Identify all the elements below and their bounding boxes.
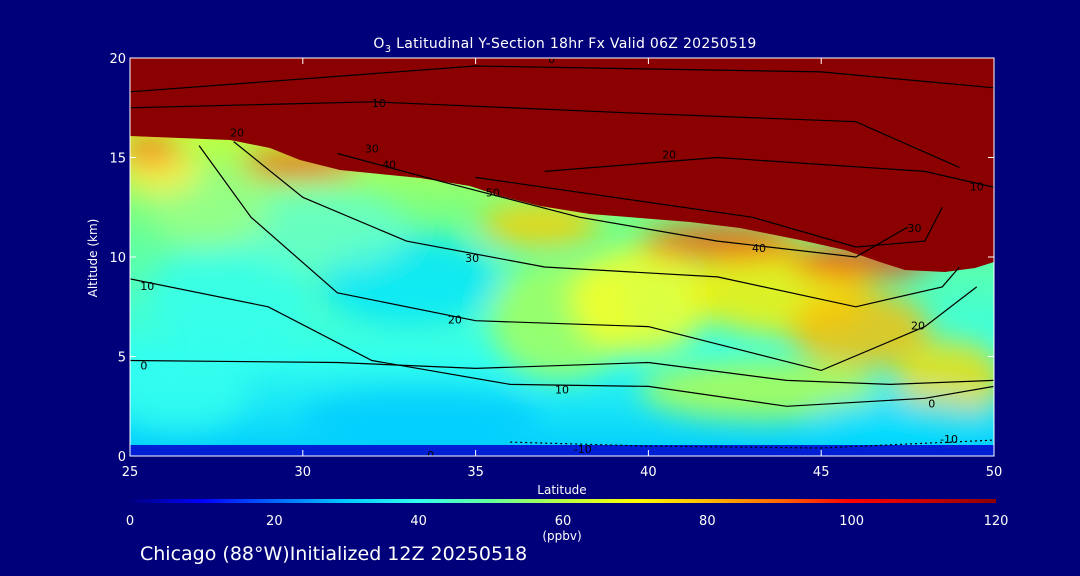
colorbar-unit: (ppbv) [542,529,581,543]
contour-label: -10 [574,443,592,456]
contour-label: -10 [940,433,958,446]
contour-label: 30 [365,143,379,156]
contour-label: 10 [555,383,569,396]
contour-line-10 [130,278,994,407]
contour-label: 0 [427,449,434,462]
field-blob [810,400,990,440]
chart-title: O3 Latitudinal Y-Section 18hr Fx Valid 0… [0,36,1080,55]
concentration-field [130,136,994,450]
contour-label: 40 [752,242,766,255]
field-blob [130,350,250,430]
contour-label: 50 [486,186,500,199]
stratospheric-high-region [130,58,994,272]
contour-line-0 [130,65,994,93]
field-blob [300,390,540,450]
field-blob [640,225,800,261]
contour-line-10 [130,101,960,168]
y-axis-label: Altitude (km) [86,219,100,298]
title-species-subscript: 3 [384,43,392,55]
y-tick-label: 15 [109,152,126,167]
x-tick-label: 40 [640,465,657,480]
colorbar-tick-label: 20 [266,514,283,529]
colorbar-tick-label: 0 [126,514,134,529]
y-tick-label: 10 [109,251,126,266]
contour-label: 10 [372,97,386,110]
contour-lines [130,65,994,449]
contour-label: 0 [548,53,555,66]
colorbar-tick-label: 120 [984,514,1009,529]
contour-label: 30 [908,222,922,235]
y-tick-label: 20 [109,52,126,67]
field-blob [895,340,994,420]
y-axis: 0 5 10 15 20 [109,52,994,465]
contour-label: 10 [140,280,154,293]
contour-label: 0 [928,397,935,410]
contour-label: 30 [465,252,479,265]
field-blob [570,245,710,355]
y-tick-label: 0 [118,450,126,465]
x-tick-label: 50 [986,465,1003,480]
contour-line-50 [475,176,943,248]
contour-label: 20 [448,314,462,327]
contour-line-20 [544,156,994,188]
colorbar-tick-label: 100 [839,514,864,529]
x-tick-label: 30 [295,465,312,480]
colorbar-tick-label: 80 [699,514,716,529]
field-blob [150,240,310,360]
contour-label: 40 [382,158,396,171]
contour-line-0 [130,359,994,386]
contour-line-40 [337,152,908,258]
contour-label: 20 [911,320,925,333]
x-tick-label: 35 [467,465,484,480]
x-tick-label: 25 [122,465,139,480]
colorbar-tick-label: 40 [410,514,427,529]
contour-line-20 [198,145,978,372]
field-blob [230,190,410,270]
contour-label: 20 [230,127,244,140]
colorbar-strip [130,499,996,503]
colorbar-tick-label: 60 [555,514,572,529]
field-blob [640,360,880,420]
x-axis-label: Latitude [537,483,586,497]
contour-line-30 [233,141,960,308]
contour-label: 20 [662,149,676,162]
title-rest: Latitudinal Y-Section 18hr Fx Valid 06Z … [391,36,757,52]
field-blob [480,203,600,247]
station-footer: Chicago (88°W)Initialized 12Z 20250518 [140,543,528,565]
title-species: O [373,36,385,52]
y-tick-label: 5 [118,351,126,366]
contour-label: 10 [970,180,984,193]
surface-low-band [130,445,994,456]
field-blob [130,136,180,164]
field-blob [790,290,930,370]
x-axis: 25 30 35 40 45 50 [122,58,1003,480]
contour-label: 0 [140,359,147,372]
x-tick-label: 45 [813,465,830,480]
colorbar-ticks: 0 20 40 60 80 100 120 [126,514,1009,529]
colorbar: 0 20 40 60 80 100 120 (ppbv) [126,499,1009,543]
